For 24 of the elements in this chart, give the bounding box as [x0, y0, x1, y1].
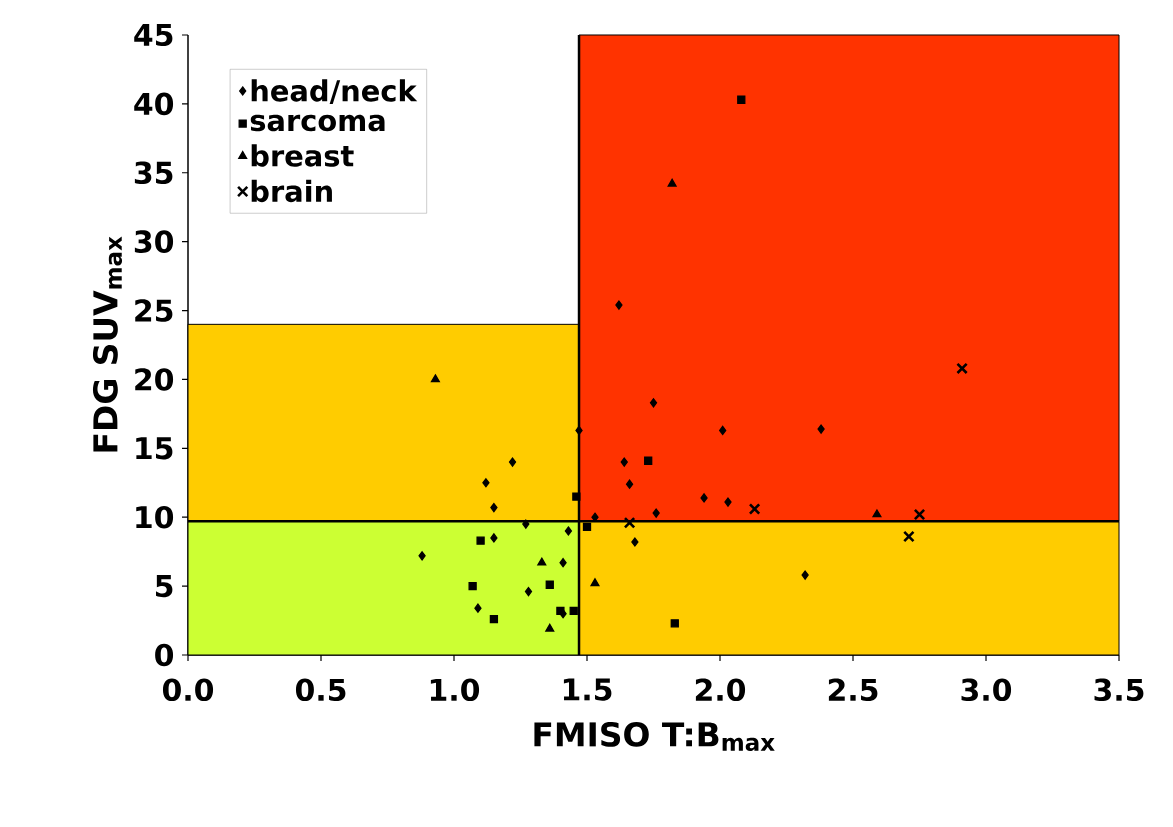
y-tick-label: 0 [155, 643, 174, 667]
x-tick-label: 2.0 [695, 678, 746, 702]
x-tick-label: 1.5 [563, 678, 612, 701]
y-tick-label: 40 [134, 92, 174, 116]
legend-label: head/neck [251, 79, 418, 104]
x-tick-label: 0.5 [295, 678, 346, 702]
y-tick-label: 35 [134, 161, 173, 185]
x-axis-title: FMISO T:B$_{max}$ [534, 721, 775, 752]
legend-label: breast [251, 144, 354, 167]
y-tick-label: 15 [136, 437, 173, 460]
x-tick-label: 3.0 [961, 678, 1012, 702]
y-tick-label: 30 [134, 230, 174, 253]
legend-label: sarcoma [250, 114, 385, 132]
y-axis-title: FDG SUV$_{max}$ [92, 236, 123, 452]
y-tick-label: 25 [135, 299, 173, 322]
x-tick-label: 2.5 [828, 678, 878, 702]
x-tick-label: 0.0 [162, 678, 214, 702]
y-tick-label: 20 [135, 368, 174, 391]
x-tick-label: 3.5 [1094, 678, 1144, 702]
legend-label: brain [251, 179, 332, 203]
y-tick-label: 5 [156, 575, 173, 598]
x-tick-label: 1.0 [430, 678, 480, 702]
y-tick-label: 45 [134, 23, 173, 47]
y-tick-label: 10 [136, 505, 174, 529]
